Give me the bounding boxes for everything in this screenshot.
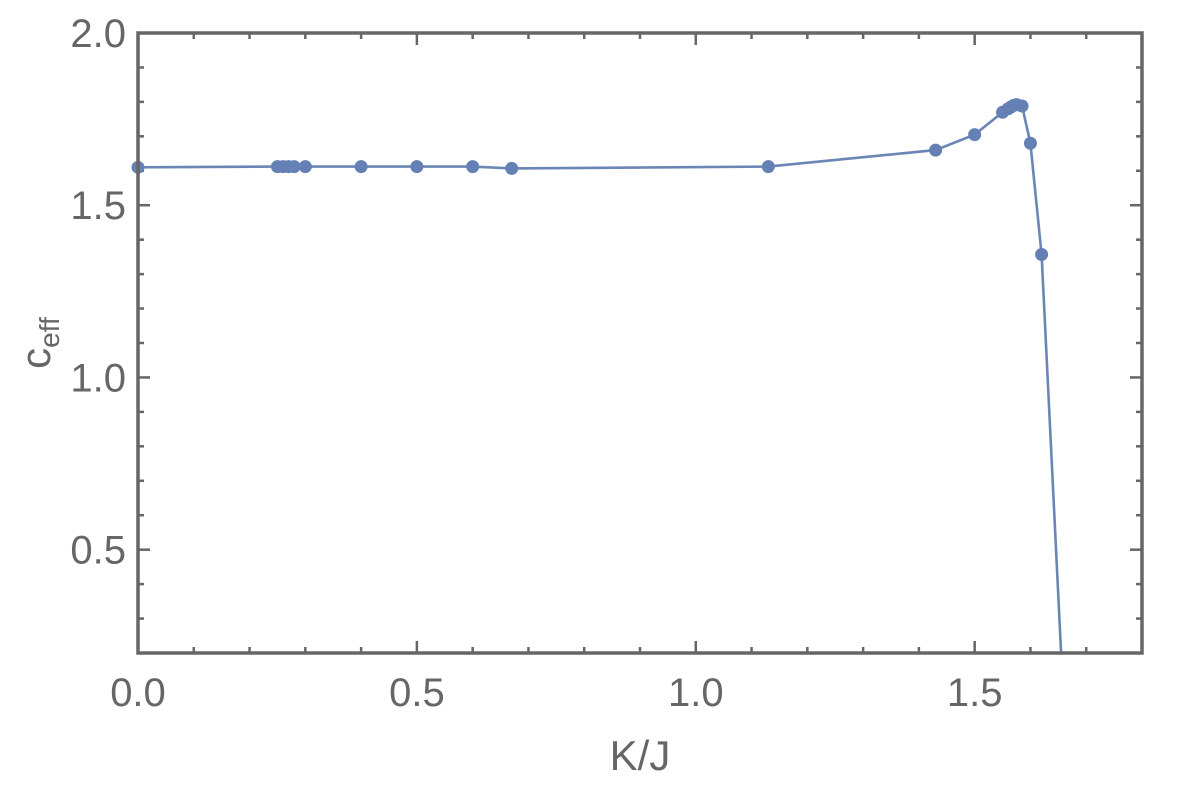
y-axis-label: ceff: [12, 317, 65, 369]
x-tick-label: 1.5: [947, 671, 1003, 715]
y-tick-label: 2.0: [70, 12, 126, 56]
x-tick-label: 1.0: [668, 671, 724, 715]
line-layer: [137, 103, 1063, 654]
data-point: [929, 143, 943, 157]
data-point: [1015, 99, 1029, 113]
ticks-layer: [136, 31, 1144, 655]
data-point: [1035, 247, 1049, 261]
series-line: [137, 103, 1063, 654]
data-point: [1023, 136, 1037, 150]
y-tick-label: 1.0: [70, 356, 126, 400]
data-point: [466, 160, 480, 174]
y-tick-label: 1.5: [70, 184, 126, 228]
y-tick-label: 0.5: [70, 529, 126, 573]
data-point: [761, 160, 775, 174]
x-tick-label: 0.0: [110, 671, 166, 715]
x-tick-label: 0.5: [389, 671, 445, 715]
data-point: [968, 128, 982, 142]
plot-frame: [136, 31, 1144, 655]
y-axis-label-main: c: [12, 348, 59, 369]
points-layer: [131, 98, 1049, 261]
data-point: [298, 160, 312, 174]
labels-layer: 0.0 0.5 1.0 1.5 0.5 1.0 1.5 2.0: [70, 12, 1002, 715]
data-point: [410, 160, 424, 174]
y-axis-label-subscript: eff: [34, 317, 65, 348]
data-point: [287, 160, 301, 174]
data-point: [505, 161, 519, 175]
x-axis-label: K/J: [610, 732, 671, 779]
data-point: [354, 160, 368, 174]
